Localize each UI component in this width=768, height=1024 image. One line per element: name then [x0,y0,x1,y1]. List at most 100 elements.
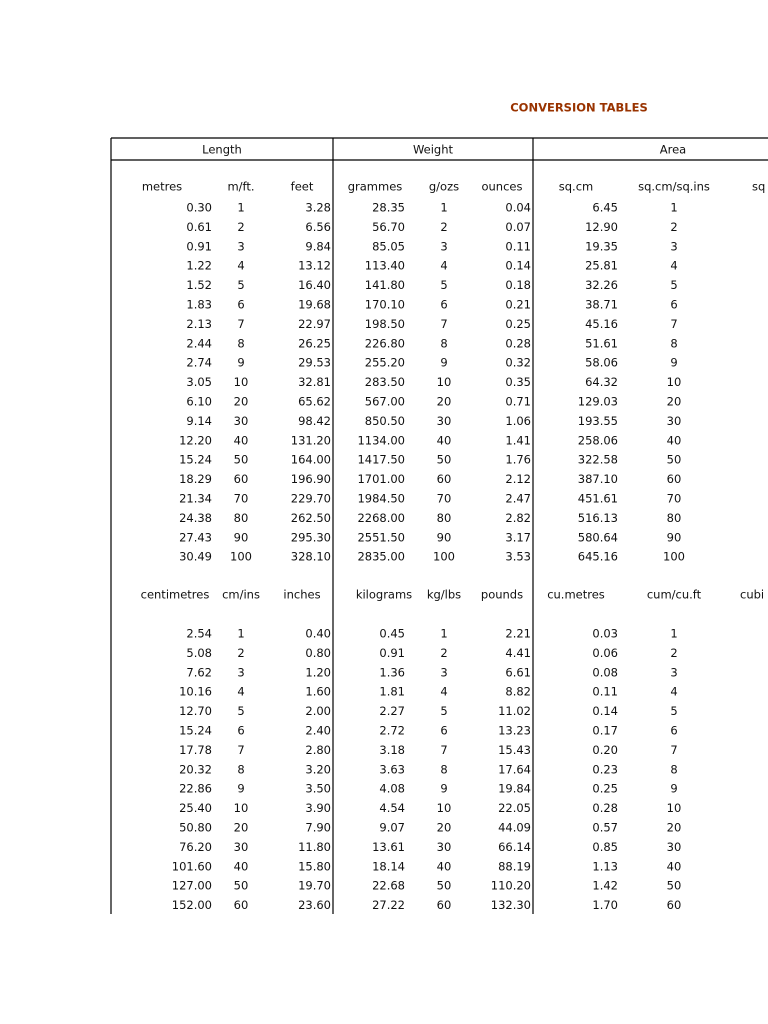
cell: 6.56 [305,220,331,234]
cell: 567.00 [365,395,405,409]
cell: 6 [440,724,447,738]
cell: 9 [440,356,447,370]
cell: 0.04 [505,201,531,215]
cell: 40 [234,859,249,873]
cell: 0.23 [592,762,618,776]
cell: 8 [440,762,447,776]
column-header: g/ozs [429,180,459,194]
cell: 8 [237,336,244,350]
cell: 0.03 [592,627,618,641]
cell: 12.90 [585,220,618,234]
cell: 50.80 [179,821,212,835]
cell: 0.40 [305,627,331,641]
cell: 70 [234,492,249,506]
cell: 6.10 [186,395,212,409]
cell: 2 [670,646,677,660]
cell: 5.08 [186,646,212,660]
cell: 7 [440,743,447,757]
cell: 7.62 [186,665,212,679]
cell: 50 [234,879,249,893]
cell: 3 [670,665,677,679]
cell: 25.40 [179,801,212,815]
cell: 6 [670,298,677,312]
cell: 32.26 [585,278,618,292]
cell: 15.24 [179,724,212,738]
cell: 1 [440,627,447,641]
cell: 3 [670,239,677,253]
cell: 2.40 [305,724,331,738]
cell: 6.45 [592,201,618,215]
group-header: Area [660,143,686,157]
cell: 164.00 [291,453,331,467]
cell: 7 [670,317,677,331]
cell: 0.21 [505,298,531,312]
cell: 9.14 [186,414,212,428]
cell: 1701.00 [357,472,405,486]
cell: 6 [440,298,447,312]
cell: 1134.00 [357,433,405,447]
cell: 9 [237,356,244,370]
cell: 8 [670,336,677,350]
cell: 4 [670,259,677,273]
cell: 15.24 [179,453,212,467]
cell: 127.00 [172,879,212,893]
cell: 2 [237,646,244,660]
cell: 23.60 [298,898,331,912]
cell: 51.61 [585,336,618,350]
cell: 2.47 [505,492,531,506]
cell: 1984.50 [357,492,405,506]
cell: 6 [237,298,244,312]
cell: 5 [670,278,677,292]
cell: 850.50 [365,414,405,428]
cell: 13.61 [372,840,405,854]
cell: 85.05 [372,239,405,253]
cell: 0.85 [592,840,618,854]
cell: 0.57 [592,821,618,835]
cell: 451.61 [578,492,618,506]
cell: 2 [440,646,447,660]
column-header: m/ft. [227,180,254,194]
cell: 90 [437,530,452,544]
cell: 4 [440,685,447,699]
cell: 5 [237,278,244,292]
cell: 30 [437,414,452,428]
cell: 0.06 [592,646,618,660]
cell: 70 [667,492,682,506]
cell: 328.10 [291,550,331,564]
cell: 3.05 [186,375,212,389]
cell: 9 [440,782,447,796]
cell: 1.76 [505,453,531,467]
cell: 19.70 [298,879,331,893]
cell: 56.70 [372,220,405,234]
column-header: kg/lbs [427,588,461,602]
cell: 196.90 [291,472,331,486]
cell: 1 [237,627,244,641]
cell: 5 [440,278,447,292]
cell: 100 [433,550,455,564]
cell: 22.68 [372,879,405,893]
cell: 100 [230,550,252,564]
cell: 1.52 [186,278,212,292]
cell: 50 [437,879,452,893]
cell: 0.25 [592,782,618,796]
cell: 32.81 [298,375,331,389]
cell: 50 [437,453,452,467]
cell: 11.02 [498,704,531,718]
column-header: sq.cm [559,180,593,194]
title: CONVERSION TABLES [510,101,648,115]
cell: 0.11 [505,239,531,253]
column-header: cm/ins [222,588,260,602]
cell: 24.38 [179,511,212,525]
cell: 2 [237,220,244,234]
cell: 8 [237,762,244,776]
column-header: grammes [348,180,403,194]
cell: 12.20 [179,433,212,447]
cell: 60 [437,472,452,486]
cell: 0.07 [505,220,531,234]
cell: 66.14 [498,840,531,854]
cell: 21.34 [179,492,212,506]
cell: 1.81 [379,685,405,699]
cell: 0.17 [592,724,618,738]
cell: 60 [234,898,249,912]
cell: 30.49 [179,550,212,564]
